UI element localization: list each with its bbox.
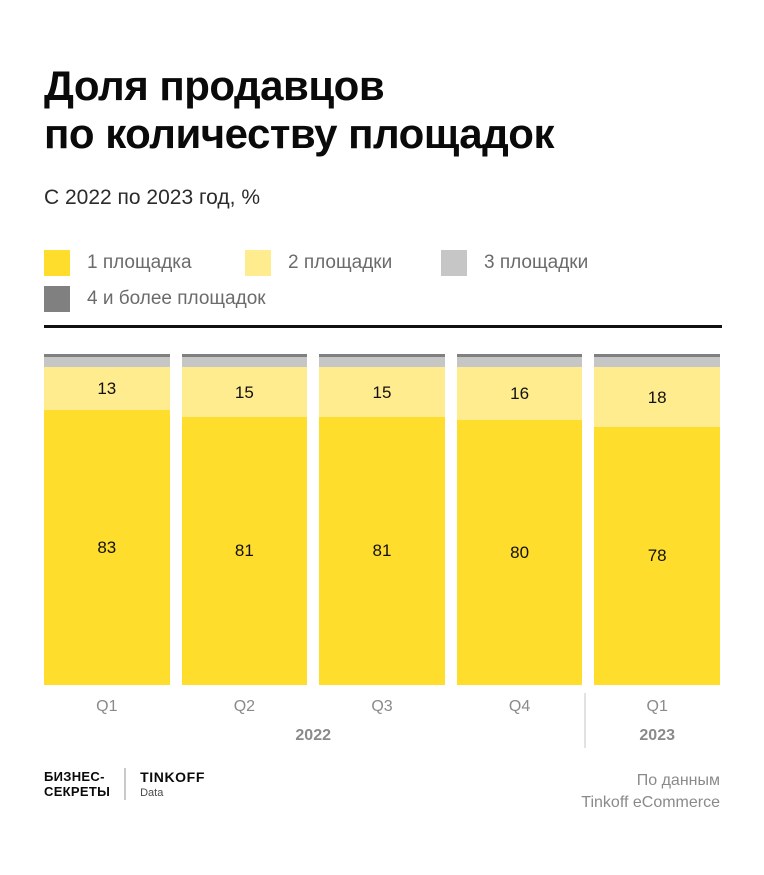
- source-note: По данным Tinkoff eCommerce: [581, 772, 720, 811]
- bar-value-label: 13: [97, 379, 117, 399]
- bar-segment: [319, 357, 445, 368]
- x-axis-quarter-label: Q4: [508, 698, 531, 715]
- bar-segment: 15: [319, 367, 445, 417]
- year-group-divider: [584, 693, 586, 748]
- chart-legend: 1 площадка 2 площадки 3 площадки 4 и бол…: [44, 245, 734, 317]
- legend-label-3-ploshchadki: 3 площадки: [484, 252, 589, 273]
- legend-row-2: 4 и более площадок: [44, 281, 734, 317]
- legend-label-2-ploshchadki: 2 площадки: [288, 252, 393, 273]
- legend-label-4-plus-ploshchadok: 4 и более площадок: [87, 288, 266, 309]
- bar-segment: 13: [44, 367, 170, 411]
- x-axis-quarter-label: Q1: [96, 698, 118, 715]
- legend-item-4-plus-ploshchadok[interactable]: 4 и более площадок: [44, 286, 344, 312]
- bar-column[interactable]: 15 81: [181, 354, 308, 685]
- bar-segment: 18: [594, 367, 720, 427]
- legend-item-2-ploshchadki[interactable]: 2 площадки: [245, 250, 441, 276]
- legend-swatch-2-ploshchadki: [245, 250, 271, 276]
- bar-value-label: 15: [372, 382, 392, 402]
- legend-label-1-ploshchadka: 1 площадка: [87, 252, 192, 273]
- bar-column[interactable]: 13 83: [44, 354, 170, 685]
- brand-separator: [124, 768, 127, 800]
- bar-segment: [594, 357, 720, 368]
- legend-item-3-ploshchadki[interactable]: 3 площадки: [441, 250, 641, 276]
- bar-value-label: 81: [234, 541, 254, 561]
- bar-segment: 16: [456, 367, 583, 421]
- chart-x-axis: Q1 Q2 Q3 Q4 Q1 2022 2023: [44, 685, 720, 755]
- bar-segment: [319, 354, 445, 358]
- bar-segment: 81: [319, 416, 445, 685]
- bar-value-label: 16: [510, 384, 530, 404]
- bar-segment: 80: [456, 420, 583, 685]
- x-axis-quarter-label: Q2: [233, 698, 256, 715]
- brand-data-label: Data: [140, 786, 164, 799]
- bar-segment: [44, 354, 170, 358]
- bar-column[interactable]: 16 80: [456, 354, 583, 685]
- brand-tinkoff-label: TINKOFF: [140, 768, 205, 785]
- x-axis-quarter-label: Q1: [646, 698, 668, 715]
- bar-value-label: 78: [647, 546, 667, 566]
- bar-segment: 78: [594, 426, 720, 685]
- bar-segment: [594, 354, 720, 358]
- bar-segment: [181, 354, 308, 358]
- bar-column[interactable]: 18 78: [594, 354, 720, 685]
- header-divider-rule: [44, 325, 722, 328]
- page-title: Доля продавцов по количеству площадок: [44, 62, 554, 157]
- x-axis-quarter-label: Q3: [371, 698, 393, 715]
- brand-logo: БИЗНЕС- СЕКРЕТЫ TINKOFF Data: [44, 768, 205, 800]
- bar-segment: 81: [181, 416, 308, 685]
- bar-segment: 83: [44, 410, 170, 685]
- bar-value-label: 81: [372, 541, 392, 561]
- bar-value-label: 15: [234, 382, 254, 402]
- x-axis-year-label: 2022: [295, 727, 331, 744]
- brand-tinkoff-data: TINKOFF Data: [140, 769, 205, 800]
- legend-row-1: 1 площадка 2 площадки 3 площадки: [44, 245, 734, 281]
- legend-item-1-ploshchadka[interactable]: 1 площадка: [44, 250, 245, 276]
- legend-swatch-1-ploshchadka: [44, 250, 70, 276]
- bar-segment: [181, 357, 308, 368]
- bar-value-label: 18: [647, 387, 667, 407]
- legend-swatch-4-plus-ploshchadok: [44, 286, 70, 312]
- brand-biznes-sekrety: БИЗНЕС- СЕКРЕТЫ: [44, 769, 111, 799]
- bar-segment: [44, 357, 170, 368]
- bar-segment: 15: [181, 367, 308, 417]
- bar-value-label: 83: [97, 538, 117, 558]
- chart-footer: БИЗНЕС- СЕКРЕТЫ TINKOFF Data По данным T…: [0, 768, 764, 818]
- stacked-bar-chart-plot: 13 83 15 81 15 81 16 80 18 78: [44, 354, 720, 685]
- x-axis-year-label: 2023: [639, 727, 675, 744]
- bar-segment: [456, 354, 583, 358]
- legend-swatch-3-ploshchadki: [441, 250, 467, 276]
- page-subtitle: С 2022 по 2023 год, %: [44, 186, 260, 209]
- bar-column[interactable]: 15 81: [319, 354, 445, 685]
- bar-segment: [456, 357, 583, 368]
- bar-value-label: 80: [510, 543, 530, 563]
